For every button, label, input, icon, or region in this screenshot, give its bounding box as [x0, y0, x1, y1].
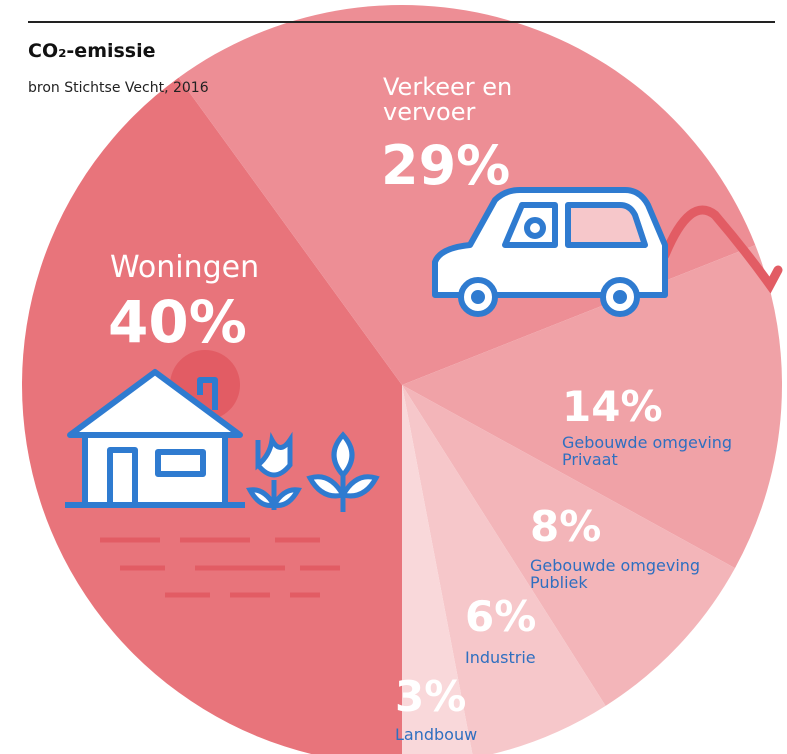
category-label: Verkeer en vervoer [383, 75, 533, 125]
value-label: 3% [395, 675, 466, 719]
value-label: 40% [108, 292, 247, 353]
chart-subtitle: bron Stichtse Vecht, 2016 [28, 80, 209, 96]
category-label: Industrie [465, 650, 536, 667]
chart-title: CO₂-emissie [28, 40, 156, 62]
value-label: 14% [562, 385, 663, 429]
category-label: Gebouwde omgeving Privaat [562, 435, 752, 469]
category-label: Woningen [110, 252, 290, 284]
category-label: Gebouwde omgeving Publiek [530, 558, 720, 592]
category-label: Landbouw [395, 727, 477, 744]
value-label: 6% [465, 595, 536, 639]
page: {"chart_data": {"type": "pie", "title": … [0, 0, 787, 754]
value-label: 29% [381, 138, 510, 195]
value-label: 8% [530, 505, 601, 549]
